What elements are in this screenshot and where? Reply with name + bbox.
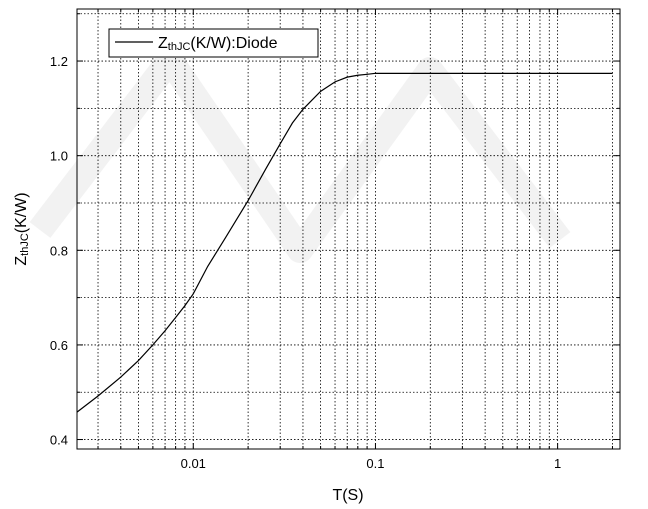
legend: ZthJC(K/W):Diode <box>108 28 319 58</box>
x-tick-label: 0.1 <box>366 456 384 471</box>
x-tick-label: 0.01 <box>181 456 206 471</box>
y-tick-label: 0.6 <box>50 338 68 353</box>
y-axis-title: ZthJC(K/W) <box>13 192 31 265</box>
plot-frame <box>76 8 621 450</box>
tick-labels: 0.01 0.1 1 0.4 0.6 0.8 1.0 1.2 <box>50 54 561 471</box>
legend-label: ZthJC(K/W):Diode <box>158 35 278 53</box>
axis-ticks <box>77 9 620 449</box>
legend-box <box>108 28 319 58</box>
y-tick-label: 1.2 <box>50 54 68 69</box>
y-tick-label: 0.4 <box>50 433 68 448</box>
series-line-zthjc-diode <box>76 72 613 413</box>
x-tick-label: 1 <box>554 456 561 471</box>
y-tick-label: 1.0 <box>50 149 68 164</box>
watermark <box>29 47 571 263</box>
x-axis-title: T(S) <box>332 487 363 504</box>
grid <box>77 9 620 449</box>
y-tick-label: 0.8 <box>50 243 68 258</box>
